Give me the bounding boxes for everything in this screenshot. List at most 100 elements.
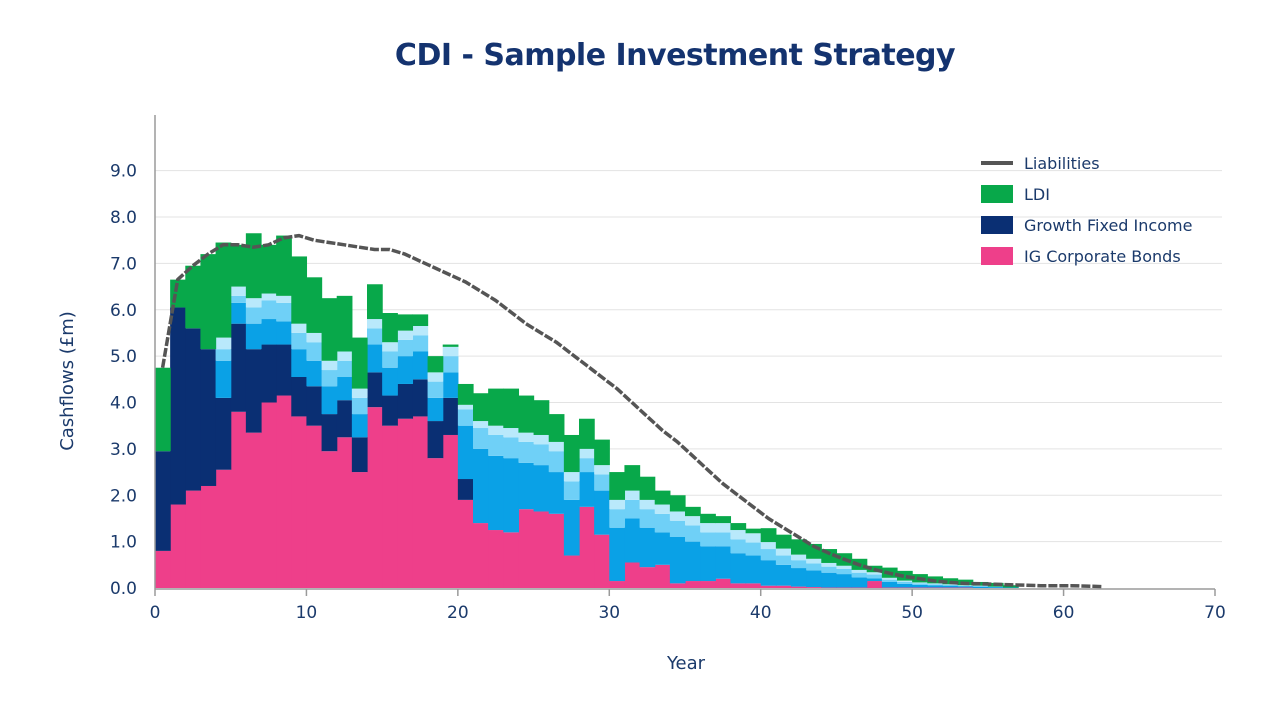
bar-segment — [775, 564, 792, 586]
bar-segment — [594, 474, 610, 491]
bar-segment — [367, 328, 383, 345]
bar-segment — [306, 425, 323, 588]
bar-segment — [473, 393, 489, 422]
x-tick-label: 30 — [598, 603, 620, 623]
bar-segment — [245, 233, 262, 299]
bar-segment — [700, 513, 716, 524]
bar-segment — [669, 495, 686, 512]
bar-segment — [579, 506, 595, 588]
bar-segment — [306, 332, 323, 343]
bar-segment — [291, 332, 308, 350]
bar-segment — [306, 386, 323, 426]
bar-segment — [533, 444, 550, 466]
bar-segment — [594, 534, 610, 588]
bar-segment — [321, 386, 338, 415]
bar-segment — [806, 558, 822, 564]
bar-segment — [488, 434, 504, 456]
x-tick-label: 20 — [447, 603, 469, 623]
bar-segment — [897, 580, 913, 582]
bar-segment — [715, 532, 732, 547]
bar-segment — [215, 397, 232, 470]
bar-segment — [912, 583, 928, 585]
bar-segment — [215, 469, 232, 588]
bar-segment — [261, 244, 277, 294]
bar-segment — [276, 344, 292, 396]
bar-segment — [321, 360, 338, 371]
bar-segment — [200, 349, 217, 486]
bar-segment — [609, 509, 626, 528]
bar-segment — [745, 533, 762, 543]
legend: Liabilities LDI Growth Fixed Income IG Corp… — [981, 154, 1192, 266]
y-tick-label: 3.0 — [110, 440, 137, 460]
bar-segment — [745, 583, 762, 588]
bar-segment — [806, 570, 822, 588]
bar-segment — [654, 504, 671, 514]
bar-segment — [851, 569, 868, 573]
bar-segment — [412, 325, 429, 336]
bar-segment — [245, 323, 262, 350]
bar-segment — [579, 418, 595, 449]
x-tick-label: 50 — [901, 603, 923, 623]
bar-segment — [881, 579, 898, 582]
bar-segment — [155, 451, 171, 551]
bar-segment — [473, 421, 489, 429]
bar-segment — [685, 581, 701, 588]
series-growth-fixed-income — [155, 307, 474, 551]
bar-segment — [942, 585, 959, 588]
chart-title: CDI - Sample Investment Strategy — [394, 38, 956, 73]
bar-segment — [170, 307, 186, 505]
bar-segment — [230, 411, 247, 588]
bar-segment — [397, 383, 414, 419]
bar-segment — [367, 407, 383, 588]
bar-segment — [639, 527, 656, 568]
bar-segment — [276, 295, 292, 303]
bar-segment — [821, 572, 838, 588]
bar-segment — [442, 344, 459, 347]
bar-segment — [533, 465, 550, 512]
bar-segment — [185, 265, 202, 329]
x-tick-label: 60 — [1053, 603, 1075, 623]
bar-segment — [518, 432, 535, 442]
bar-segment — [760, 585, 777, 588]
bar-segment — [397, 418, 414, 588]
bar-segment — [382, 425, 398, 588]
bar-segment — [897, 583, 913, 588]
bar-segment — [518, 509, 535, 588]
bar-segment — [700, 523, 716, 533]
bar-segment — [609, 472, 626, 500]
y-tick-label: 9.0 — [110, 162, 137, 182]
bar-segment — [185, 490, 202, 588]
bar-segment — [760, 549, 777, 561]
bar-segment — [715, 546, 732, 579]
bar-segment — [836, 565, 853, 569]
bar-segment — [397, 356, 414, 384]
bar-segment — [700, 546, 716, 582]
bar-segment — [230, 295, 247, 303]
y-tick-label: 0.0 — [110, 579, 137, 599]
bar-segment — [457, 425, 474, 480]
legend-label: LDI — [1024, 185, 1050, 204]
bar-segment — [397, 330, 414, 340]
bar-segment — [866, 572, 883, 575]
bar-segment — [412, 379, 429, 417]
bar-segment — [442, 434, 459, 588]
bar-segment — [457, 409, 474, 426]
y-tick-label: 1.0 — [110, 533, 137, 553]
bar-segment — [276, 235, 292, 296]
bar-segment — [457, 479, 474, 500]
bar-segment — [351, 397, 368, 415]
bar-segment — [261, 319, 277, 345]
bar-segment — [791, 568, 807, 587]
bar-segment — [563, 434, 580, 473]
bar-segment — [730, 583, 747, 588]
bar-segment — [669, 536, 686, 584]
bar-segment — [912, 582, 928, 584]
bar-segment — [715, 578, 732, 588]
bar-segment — [639, 567, 656, 588]
bar-segment — [594, 490, 610, 535]
bar-segment — [427, 381, 444, 398]
bar-segment — [579, 472, 595, 507]
bar-segment — [276, 321, 292, 345]
bar-segment — [442, 372, 459, 398]
x-tick-label: 40 — [750, 603, 772, 623]
